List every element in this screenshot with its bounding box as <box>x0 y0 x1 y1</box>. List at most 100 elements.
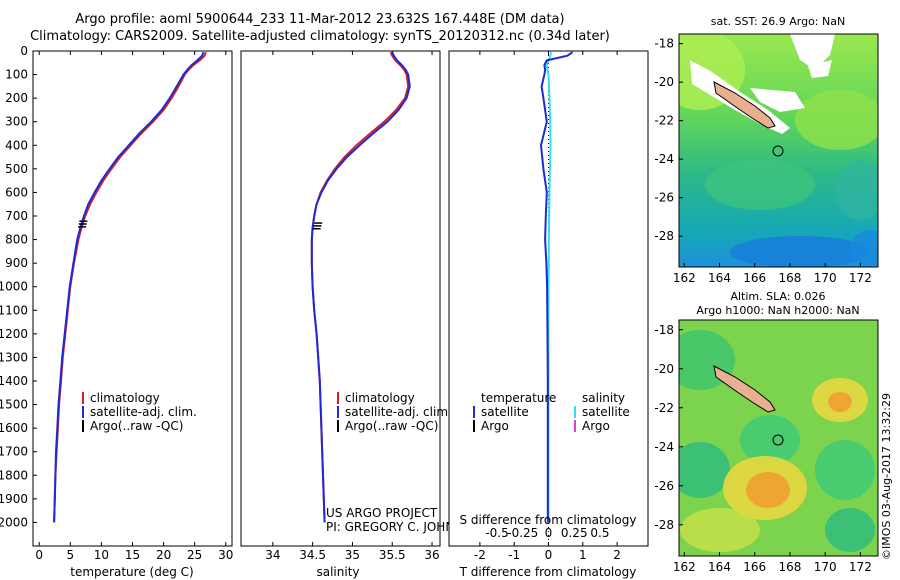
salinity-argo-marks <box>312 222 323 230</box>
map-x-tick-label: 166 <box>743 560 766 574</box>
sla-map-axes: 162 164 166 168 170 172 -18 -20 -22 -24 -26 -28 <box>654 323 871 574</box>
sla-map-frame <box>678 319 879 557</box>
temperature-panel: 0100200300400500600700800900100011001200… <box>0 44 453 579</box>
difference-panel: -2 -1 0 1 2 -0.5-0.25 0 0.25 0.5 temperature sa… <box>448 50 649 579</box>
y-tick-label: 1900 <box>0 492 28 506</box>
legend-t-argo-label: Argo <box>481 419 509 433</box>
new-caledonia-land <box>713 365 776 413</box>
s-difference-axis: -0.5-0.25 0 0.25 0.5 <box>485 526 609 540</box>
map-y-tick-label: -24 <box>654 440 674 454</box>
s-tick-label: 0 <box>545 526 553 540</box>
x-tick-label: -1 <box>508 548 520 562</box>
map-x-tick-label: 172 <box>849 271 872 285</box>
y-tick-label: 1100 <box>0 303 28 317</box>
new-caledonia-land <box>713 81 776 129</box>
map-y-tick-label: -24 <box>654 152 674 166</box>
temperature-difference-line <box>539 51 574 523</box>
sla-map-title-2: Argo h1000: NaN h2000: NaN <box>696 304 859 317</box>
s-difference-axis-label: S difference from climatology <box>460 513 637 527</box>
x-tick-label: 35 <box>345 548 360 562</box>
x-tick-label: 5 <box>66 548 74 562</box>
depth-axis: 0 100 200 300 400 500 600 700 800 900 1000 1100 1200… <box>0 44 453 529</box>
legend-s-satellite-label: satellite <box>582 405 630 419</box>
map-y-tick-label: -28 <box>654 518 674 532</box>
s-tick-label: 0.5 <box>590 526 609 540</box>
legend-argo-label: Argo(..raw -QC) <box>90 419 183 433</box>
legend-t-satellite-label: satellite <box>481 405 529 419</box>
difference-legend: temperature satellite Argo salinity sate… <box>473 391 630 433</box>
y-tick-label: 600 <box>5 185 28 199</box>
map-x-tick-label: 168 <box>778 560 801 574</box>
x-tick-label: 0 <box>545 548 553 562</box>
temperature-x-axis: 0 5 10 15 20 25 30 <box>35 51 233 562</box>
t-difference-x-axis: -2 -1 0 1 2 <box>474 51 621 562</box>
y-tick-label: 1600 <box>0 421 28 435</box>
x-tick-label: 0 <box>35 548 43 562</box>
map-x-tick-label: 168 <box>778 271 801 285</box>
x-tick-label: 15 <box>125 548 140 562</box>
legend-climatology-label: climatology <box>90 391 160 405</box>
map-y-tick-label: -22 <box>654 401 674 415</box>
sla-map-panel: Altim. SLA: 0.026 Argo h1000: NaN h2000:… <box>654 290 879 574</box>
y-tick-label: 200 <box>5 91 28 105</box>
map-x-tick-label: 170 <box>814 560 837 574</box>
y-tick-label: 1300 <box>0 350 28 364</box>
x-tick-label: 10 <box>94 548 109 562</box>
salinity-x-axis: 34 34.5 35 35.5 36 <box>265 51 440 562</box>
sst-map-title: sat. SST: 26.9 Argo: NaN <box>711 15 845 28</box>
y-tick-label: 900 <box>5 256 28 270</box>
y-tick-label: 1400 <box>0 374 28 388</box>
sla-map-title-1: Altim. SLA: 0.026 <box>730 290 825 303</box>
salinity-legend: climatology satellite-adj. clim. Argo(..… <box>337 391 452 433</box>
sst-map-axes: 162 164 166 168 170 172 -18 -20 -22 -24 -26 -28 <box>654 37 871 285</box>
map-x-tick-label: 162 <box>673 560 696 574</box>
y-tick-label: 1800 <box>0 468 28 482</box>
x-tick-label: 2 <box>613 548 621 562</box>
x-tick-label: 30 <box>218 548 233 562</box>
s-tick-label: -0.5 <box>485 526 508 540</box>
credit-project: US ARGO PROJECT <box>326 506 438 520</box>
map-x-tick-label: 172 <box>849 560 872 574</box>
legend-satellite-label: satellite-adj. clim. <box>90 405 197 419</box>
x-tick-label: 1 <box>579 548 587 562</box>
cloud-mask <box>808 60 832 78</box>
map-x-tick-label: 164 <box>708 560 731 574</box>
salinity-plot-frame <box>240 50 441 547</box>
y-tick-label: 1000 <box>0 280 28 294</box>
temperature-axis-label: temperature (deg C) <box>70 565 193 579</box>
y-tick-label: 0 <box>20 44 28 58</box>
x-tick-label: -2 <box>474 548 486 562</box>
sst-map-image <box>679 34 878 267</box>
y-tick-label: 1500 <box>0 398 28 412</box>
s-tick-label: -0.25 <box>507 526 538 540</box>
map-y-tick-label: -20 <box>654 362 674 376</box>
legend-salinity-heading: salinity <box>582 391 625 405</box>
map-y-tick-label: -20 <box>654 75 674 89</box>
map-y-tick-label: -26 <box>654 191 674 205</box>
legend-climatology-label: climatology <box>345 391 415 405</box>
salinity-satellite-line <box>310 51 411 523</box>
s-tick-label: 0.25 <box>561 526 588 540</box>
sla-map-image <box>679 320 878 556</box>
salinity-axis-label: salinity <box>316 565 359 579</box>
sst-map-frame <box>678 33 879 268</box>
map-x-tick-label: 170 <box>814 271 837 285</box>
y-tick-label: 700 <box>5 209 28 223</box>
map-x-tick-label: 164 <box>708 271 731 285</box>
credit-pi: PI: GREGORY C. JOHNSON <box>326 520 480 534</box>
map-x-tick-label: 162 <box>673 271 696 285</box>
t-difference-axis-label: T difference from climatology <box>459 565 637 579</box>
x-tick-label: 20 <box>156 548 171 562</box>
y-tick-label: 300 <box>5 115 28 129</box>
x-tick-label: 36 <box>424 548 439 562</box>
figure-title-line-2: Climatology: CARS2009. Satellite-adjuste… <box>30 29 610 44</box>
sst-map-panel: sat. SST: 26.9 Argo: NaN 162 164 166 168 170… <box>654 15 879 285</box>
x-tick-label: 25 <box>187 548 202 562</box>
figure-title-line-1: Argo profile: aoml 5900644_233 11-Mar-20… <box>75 12 565 27</box>
map-y-tick-label: -18 <box>654 323 674 337</box>
y-tick-label: 1700 <box>0 445 28 459</box>
y-tick-label: 500 <box>5 162 28 176</box>
cloud-mask <box>750 88 805 112</box>
temperature-legend: climatology satellite-adj. clim. Argo(..… <box>82 391 197 433</box>
